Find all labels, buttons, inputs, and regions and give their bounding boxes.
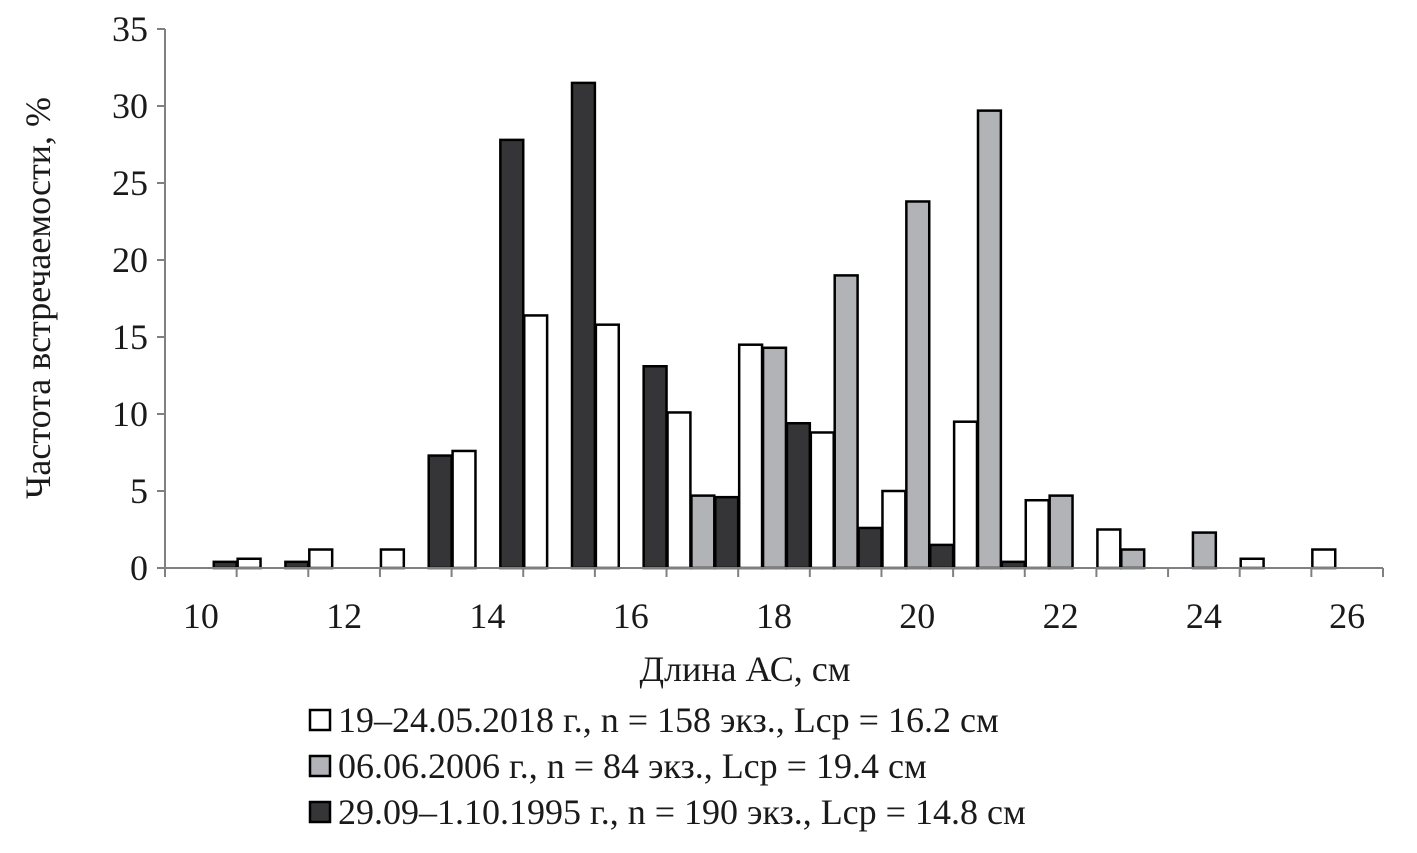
- bar-series-2-cat-17: [714, 495, 740, 570]
- y-tick-label: 10: [112, 394, 148, 434]
- x-tick-label: 14: [469, 596, 505, 636]
- bar-series-0-cat-19: [809, 431, 835, 570]
- bar-series-2-cat-19: [857, 526, 883, 570]
- legend-swatch: [308, 800, 332, 824]
- x-axis-label: Длина АС, см: [639, 649, 850, 689]
- legend-label: 29.09–1.10.1995 г., n = 190 экз., Lср = …: [338, 792, 1026, 832]
- x-tick-label: 18: [756, 596, 792, 636]
- y-axis-label: Частота встречаемости, %: [18, 97, 58, 499]
- bar-series-1-cat-19: [833, 274, 859, 570]
- x-tick-label: 24: [1186, 596, 1222, 636]
- x-tick-label: 20: [899, 596, 935, 636]
- y-tick-label: 0: [130, 548, 148, 588]
- axes: 0 5 10 15 20 25 30 35 10 12 14 16 18 20 22 24 26: [112, 9, 1384, 636]
- bar-series-0-cat-22: [1024, 498, 1050, 570]
- bars: [212, 81, 1337, 570]
- x-tick-label: 22: [1043, 596, 1079, 636]
- bar-series-0-cat-12: [308, 548, 334, 570]
- legend: 19–24.05.2018 г., n = 158 экз., Lср = 16…: [308, 700, 1026, 832]
- bar-series-0-cat-16: [594, 323, 621, 570]
- legend-swatch: [308, 754, 332, 778]
- bar-series-1-cat-23: [1120, 548, 1146, 570]
- x-tick-label: 16: [613, 596, 649, 636]
- bar-series-1-cat-20: [905, 200, 931, 570]
- x-tick-label: 12: [326, 596, 362, 636]
- x-tick-label: 26: [1329, 596, 1365, 636]
- legend-label: 19–24.05.2018 г., n = 158 экз., Lср = 16…: [338, 700, 999, 740]
- y-tick-label: 15: [112, 317, 148, 357]
- bar-series-2-cat-20: [928, 543, 955, 570]
- legend-swatch: [308, 708, 332, 732]
- x-tick-label: 10: [183, 596, 219, 636]
- bar-series-0-cat-25: [1239, 557, 1265, 570]
- y-tick-label: 30: [112, 86, 148, 126]
- bar-series-2-cat-15: [570, 81, 597, 570]
- bar-series-2-cat-13: [427, 454, 453, 570]
- bar-series-0-cat-20: [881, 489, 907, 570]
- y-tick-label: 20: [112, 240, 148, 280]
- legend-label: 06.06.2006 г., n = 84 экз., Lср = 19.4 с…: [338, 746, 927, 786]
- y-tick-label: 25: [112, 163, 148, 203]
- y-tick-label: 35: [112, 9, 148, 49]
- bar-series-0-cat-18: [737, 343, 764, 570]
- bar-series-0-cat-17: [666, 411, 692, 570]
- bar-series-1-cat-17: [690, 494, 716, 570]
- bar-series-2-cat-14: [499, 138, 525, 570]
- bar-series-1-cat-24: [1191, 531, 1218, 570]
- bar-series-1-cat-22: [1048, 494, 1074, 570]
- bar-series-0-cat-23: [1096, 528, 1122, 570]
- bar-series-1-cat-21: [976, 109, 1003, 570]
- bar-series-0-cat-15: [522, 314, 549, 570]
- bar-series-0-cat-13: [379, 548, 406, 570]
- bar-series-2-cat-18: [785, 421, 812, 570]
- y-tick-label: 5: [130, 471, 148, 511]
- bar-series-1-cat-18: [761, 346, 788, 570]
- bar-series-0-cat-14: [451, 449, 477, 570]
- bar-series-2-cat-16: [642, 365, 668, 570]
- bar-series-0-cat-11: [236, 557, 262, 570]
- bar-series-0-cat-26: [1311, 548, 1337, 570]
- bar-series-0-cat-21: [952, 420, 979, 570]
